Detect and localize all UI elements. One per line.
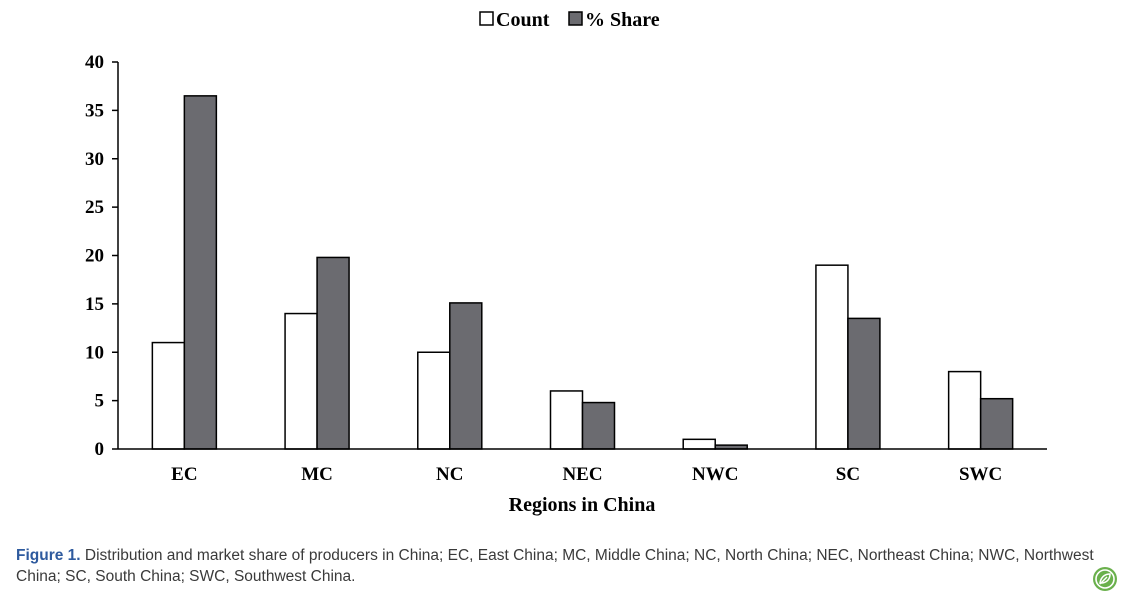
bar-share-nec <box>581 401 616 450</box>
y-tick-label: 0 <box>95 439 105 460</box>
figure-label: Figure 1. <box>16 547 81 564</box>
y-axis: 0 5 10 15 20 25 30 35 40 <box>85 52 119 460</box>
bar-count-sc <box>815 264 849 450</box>
x-axis-title: Regions in China <box>509 494 656 516</box>
bar-share-sc <box>847 317 881 450</box>
legend-label-share: % Share <box>585 9 660 31</box>
bar-share-mc <box>316 256 350 450</box>
figure-caption-text: Distribution and market share of produce… <box>16 547 1094 585</box>
bar-count-ec <box>151 341 186 450</box>
legend-label-count: Count <box>496 9 550 31</box>
bar-count-nwc <box>682 438 716 450</box>
x-tick-label: NC <box>436 464 463 485</box>
legend-swatch-count <box>479 11 494 26</box>
bar-count-swc <box>947 370 982 450</box>
y-tick-label: 35 <box>85 100 104 121</box>
x-tick-label: NEC <box>562 464 602 485</box>
chart-legend: Count % Share <box>479 9 660 31</box>
bar-share-nc <box>449 302 483 450</box>
legend-swatch-share <box>568 11 583 26</box>
bar-chart: Count % Share 0 5 10 15 20 25 30 35 40 EC MC NC NEC… <box>85 9 1047 516</box>
bar-count-nec <box>549 390 584 450</box>
figure-caption: Figure 1. Distribution and market share … <box>16 545 1116 587</box>
x-axis: EC MC NC NEC NWC SC SWC <box>118 448 1047 485</box>
bar-share-ec <box>183 95 218 450</box>
leaf-logo-icon <box>1093 567 1117 591</box>
bar-share-swc <box>979 397 1014 450</box>
x-tick-label: NWC <box>692 464 738 485</box>
y-tick-label: 40 <box>85 52 104 73</box>
x-tick-label: SC <box>836 464 860 485</box>
bar-count-mc <box>284 312 318 450</box>
x-tick-label: MC <box>301 464 333 485</box>
y-tick-label: 30 <box>85 149 104 170</box>
y-tick-label: 25 <box>85 197 104 218</box>
bars-group <box>151 95 1014 450</box>
x-tick-label: SWC <box>959 464 1002 485</box>
y-tick-label: 5 <box>95 391 105 412</box>
y-tick-label: 20 <box>85 246 104 267</box>
y-tick-label: 10 <box>85 342 104 363</box>
bar-count-nc <box>417 351 451 450</box>
y-tick-label: 15 <box>85 294 104 315</box>
x-tick-label: EC <box>171 464 197 485</box>
